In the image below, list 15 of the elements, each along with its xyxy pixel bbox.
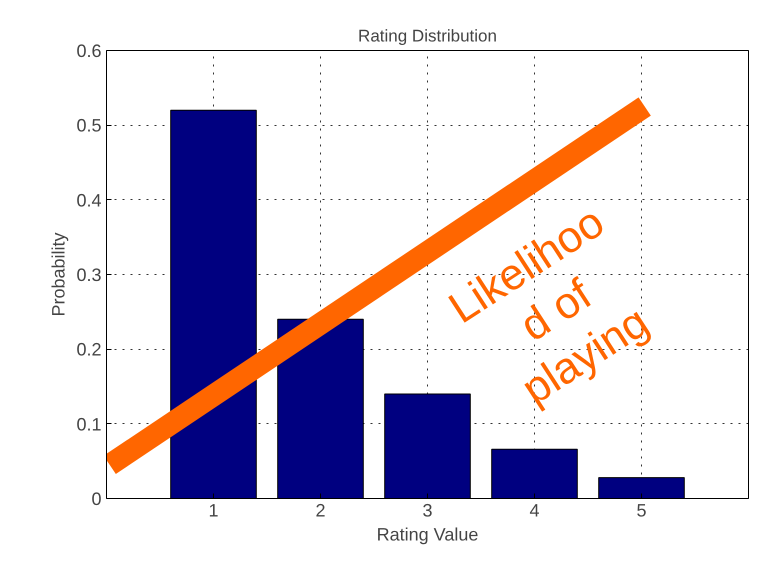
x-tick-label: 4 [529,500,540,520]
x-tick-label: 5 [636,500,647,520]
x-axis-title: Rating Value [376,524,478,544]
y-tick-label: 0.3 [76,265,102,285]
y-tick-label: 0.2 [76,340,102,360]
x-tick-label: 2 [315,500,326,520]
y-tick-label: 0.4 [76,190,102,210]
y-tick-label: 0.1 [76,414,102,434]
x-tick-label: 1 [208,500,219,520]
chart-title: Rating Distribution [358,26,497,46]
x-tick-label: 3 [422,500,433,520]
y-tick-label: 0.5 [76,116,102,136]
y-axis-title: Probability [48,232,68,317]
y-tick-label: 0.6 [76,41,102,61]
y-tick-label: 0 [91,489,102,509]
